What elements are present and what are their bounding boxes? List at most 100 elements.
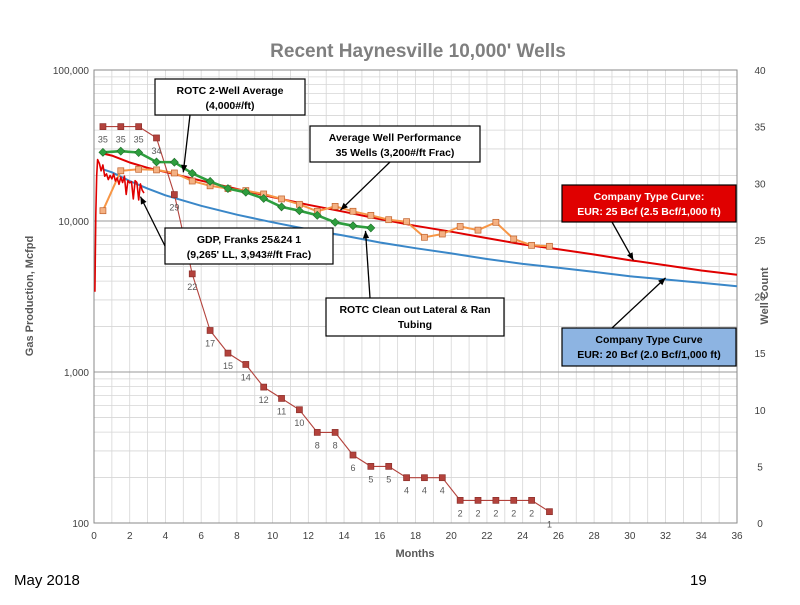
annotation-box — [164, 227, 334, 265]
point-average-well-performance — [474, 226, 482, 234]
point-average-well-performance — [403, 218, 410, 226]
y-tick-label: 100 — [72, 519, 89, 530]
annotation-box — [154, 78, 306, 116]
annotation-text: ROTC Clean out Lateral & Ran — [339, 304, 490, 316]
point-rotc-2-well-average — [259, 194, 269, 203]
point-well-count — [403, 474, 410, 482]
point-rotc-2-well-average — [366, 223, 376, 233]
annotation-text: 35 Wells (3,200#/ft Frac) — [336, 147, 455, 159]
point-average-well-performance — [510, 235, 518, 243]
wellcount-data-label: 10 — [294, 418, 304, 428]
annotation-arrowhead — [140, 196, 147, 205]
annotation-box — [309, 125, 481, 163]
wellcount-data-label: 5 — [386, 474, 391, 484]
point-well-count — [349, 451, 357, 459]
point-average-well-performance — [117, 167, 125, 175]
x-tick-label: 22 — [481, 531, 493, 542]
wellcount-data-label: 4 — [440, 486, 445, 496]
point-average-well-performance — [546, 242, 553, 250]
wellcount-data-label: 8 — [333, 440, 338, 450]
point-well-count — [510, 497, 518, 504]
wellcount-data-label: 8 — [315, 440, 320, 450]
point-rotc-2-well-average — [98, 147, 108, 157]
point-well-count — [438, 474, 446, 482]
point-average-well-performance — [421, 233, 428, 241]
wellcount-data-label: 2 — [493, 508, 498, 518]
wellcount-data-label: 35 — [116, 135, 126, 145]
point-well-count — [296, 406, 303, 414]
wellcount-data-label: 35 — [98, 135, 108, 145]
wellcount-data-label: 1 — [547, 520, 552, 530]
series-line-rotc-2-well-average — [102, 149, 371, 230]
point-rotc-2-well-average — [116, 146, 126, 156]
page-number: 19 — [690, 572, 707, 589]
wellcount-data-label: 12 — [259, 395, 269, 405]
point-well-count — [528, 497, 535, 504]
annotation-arrowhead — [181, 164, 188, 173]
y2-tick-label: 5 — [757, 462, 763, 473]
y2-tick-label: 35 — [754, 123, 766, 134]
y2-tick-label: 15 — [754, 349, 766, 360]
annotation-text: (4,000#/ft) — [205, 100, 254, 112]
y2-tick-label: 10 — [754, 406, 766, 417]
wellcount-data-label: 4 — [404, 486, 409, 496]
y2-tick-label: 0 — [757, 519, 763, 530]
point-well-count — [224, 349, 232, 357]
annotation-arrow — [364, 230, 371, 299]
grid — [93, 69, 738, 524]
point-average-well-performance — [135, 165, 143, 173]
point-well-count — [135, 123, 143, 130]
point-average-well-performance — [188, 177, 196, 185]
point-average-well-performance — [438, 230, 446, 238]
annotation-text: Tubing — [398, 319, 432, 331]
y-tick-label: 1,000 — [64, 368, 89, 379]
point-well-count — [456, 497, 464, 504]
x-tick-label: 12 — [303, 531, 315, 542]
point-average-well-performance — [367, 211, 375, 219]
wellcount-data-label: 17 — [205, 338, 215, 348]
point-well-count — [278, 395, 285, 402]
axes: 0 2 4 6 8 10 12 14 16 18 20 22 24 26 28 30 32 34 361001,00… — [53, 66, 766, 542]
annotation-box — [561, 184, 737, 223]
x-tick-label: 14 — [338, 531, 350, 542]
annotation-arrowhead — [340, 202, 348, 211]
point-rotc-2-well-average — [223, 184, 233, 193]
point-well-count — [385, 463, 393, 470]
point-well-count — [242, 361, 250, 368]
x-tick-label: 16 — [374, 531, 386, 542]
point-rotc-2-well-average — [205, 176, 215, 186]
point-average-well-performance — [456, 223, 464, 230]
x-tick-label: 10 — [267, 531, 279, 542]
wellcount-data-label: 6 — [350, 463, 355, 473]
point-well-count — [492, 497, 500, 504]
y2-tick-label: 40 — [754, 66, 766, 77]
point-average-well-performance — [492, 218, 500, 226]
wellcount-data-label: 2 — [529, 508, 534, 518]
x-tick-label: 28 — [589, 531, 601, 542]
point-well-count — [367, 463, 375, 470]
x-tick-label: 2 — [127, 531, 133, 542]
wellcount-data-label: 2 — [511, 508, 516, 518]
x-tick-label: 8 — [234, 531, 240, 542]
wellcount-data-label: 15 — [223, 361, 233, 371]
annotation-text: Company Type Curve: — [594, 191, 705, 203]
annotation-text: EUR: 25 Bcf (2.5 Bcf/1,000 ft) — [577, 206, 721, 218]
annotation-arrow — [611, 277, 666, 329]
annotation-arrowhead — [658, 277, 666, 286]
wellcount-data-label: 35 — [134, 135, 144, 145]
annotation-arrowhead — [627, 252, 634, 261]
point-well-count — [421, 474, 428, 482]
point-rotc-2-well-average — [187, 168, 197, 178]
annotations: ROTC 2-Well Average (4,000#/ft) Average We… — [139, 78, 737, 367]
point-rotc-2-well-average — [169, 157, 179, 167]
annotation-text: EUR: 20 Bcf (2.0 Bcf/1,000 ft) — [577, 349, 721, 361]
annotation-box — [561, 327, 737, 367]
chart-title: Recent Haynesville 10,000' Wells — [270, 41, 566, 62]
point-average-well-performance — [349, 207, 357, 215]
point-well-count — [260, 383, 268, 391]
point-average-well-performance — [171, 169, 178, 177]
series — [94, 123, 738, 516]
annotation-arrowhead — [362, 230, 370, 239]
x-tick-label: 34 — [696, 531, 708, 542]
